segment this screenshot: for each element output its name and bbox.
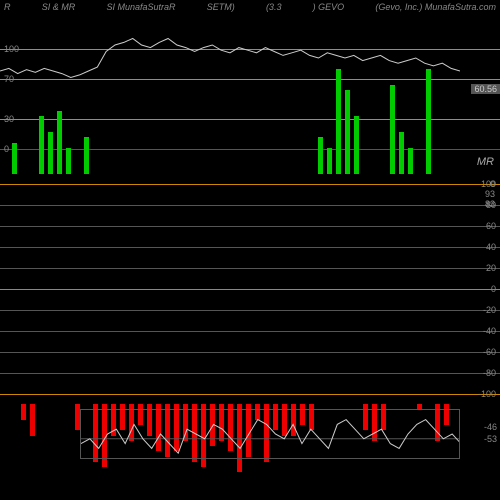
chart-header: R SI & MR SI MunafaSutraR SETM) (3.3 ) G… <box>0 0 500 14</box>
bar-rect <box>336 69 342 174</box>
hdr-c2: (3.3 <box>266 2 282 12</box>
hdr-l3: SI MunafaSutraR <box>106 2 175 12</box>
mini-label: -53 <box>484 434 497 444</box>
bar-rect <box>318 137 324 174</box>
bar-rect <box>39 116 45 174</box>
axis-tick: -60 <box>483 347 496 357</box>
axis-tick: -20 <box>483 305 496 315</box>
bar-rect <box>354 116 360 174</box>
value-label: 93 <box>482 189 498 199</box>
axis-tick: -40 <box>483 326 496 336</box>
bar-rect <box>426 69 432 174</box>
rsi-current-value: 60.56 <box>471 84 500 94</box>
hdr-c1: SETM) <box>207 2 235 12</box>
value-label: 83 <box>482 199 498 209</box>
bar-rect <box>21 404 27 420</box>
bar-rect <box>30 404 36 436</box>
mini-line <box>81 410 459 458</box>
hdr-l1: R <box>4 2 11 12</box>
bar-rect <box>345 90 351 174</box>
bar-rect <box>327 148 333 174</box>
bar-rect <box>48 132 54 174</box>
bars-container <box>10 174 460 404</box>
mini-oscillator: -46-53 <box>80 409 460 459</box>
axis-tick: 20 <box>486 263 496 273</box>
bar-rect <box>408 148 414 174</box>
bar-rect <box>84 137 90 174</box>
axis-tick: -80 <box>483 368 496 378</box>
axis-tick: 0 <box>491 284 496 294</box>
bar-rect <box>390 85 396 174</box>
bar-rect <box>12 143 18 175</box>
mr-bar-chart: MR 100806040200-20-40-60-80-100 09383 <box>0 174 500 404</box>
value-label: 0 <box>487 179 498 189</box>
hdr-r1: ) GEVO <box>313 2 345 12</box>
mini-label: -46 <box>484 422 497 432</box>
bar-rect <box>399 132 405 174</box>
axis-tick: 40 <box>486 242 496 252</box>
axis-tick: -100 <box>478 389 496 399</box>
axis-tick: 60 <box>486 221 496 231</box>
hdr-r2: (Gevo, Inc.) MunafaSutra.com <box>375 2 496 12</box>
hdr-l2: SI & MR <box>42 2 76 12</box>
bar-rect <box>66 148 72 174</box>
mr-label: MR <box>477 156 494 168</box>
bar-rect <box>57 111 63 174</box>
